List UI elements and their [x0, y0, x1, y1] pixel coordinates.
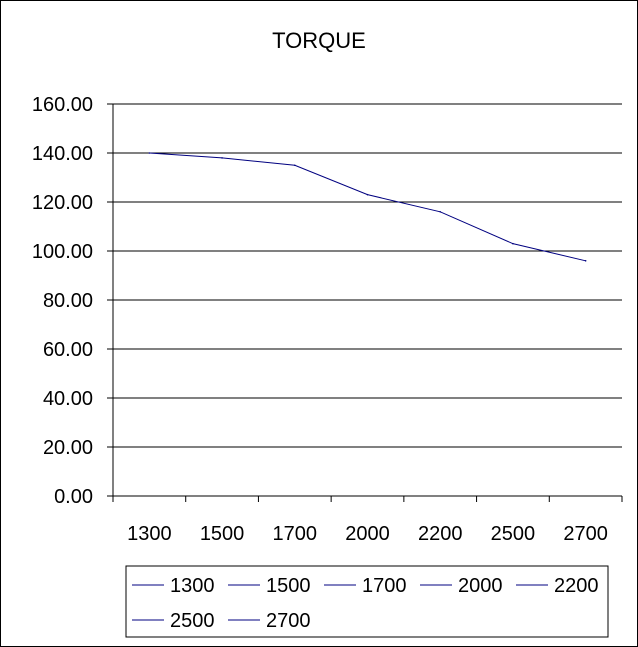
y-tick-label: 0.00 [54, 486, 93, 508]
y-tick-label: 100.00 [32, 241, 93, 263]
y-tick-label: 80.00 [43, 290, 93, 312]
data-point [584, 260, 587, 262]
y-axis-tick-labels: 0.00 20.00 40.00 60.00 80.00 100.00 120.00 140.… [32, 94, 93, 508]
legend-label: 2000 [458, 575, 503, 597]
legend-label: 1300 [170, 575, 215, 597]
x-tick-label: 1700 [273, 523, 318, 545]
y-tick-label: 60.00 [43, 339, 93, 361]
y-tick-label: 40.00 [43, 388, 93, 410]
x-axis-tick-labels: 1300 1500 1700 2000 2200 2500 2700 [127, 523, 608, 545]
y-tick-label: 120.00 [32, 192, 93, 214]
y-tick-label: 20.00 [43, 437, 93, 459]
data-point [512, 242, 514, 245]
gridlines [113, 103, 622, 448]
legend-box [125, 565, 609, 638]
x-tick-label: 2700 [563, 523, 608, 545]
data-point [221, 157, 223, 159]
y-tick-label: 140.00 [32, 143, 93, 165]
legend-label: 2700 [266, 610, 311, 632]
x-tick-label: 2000 [345, 523, 390, 545]
data-point [293, 164, 296, 167]
x-tick-label: 1500 [200, 523, 245, 545]
legend-label: 2500 [170, 610, 215, 632]
legend: 1300 1500 1700 2000 2200 2500 2700 [125, 565, 609, 638]
x-tick-label: 2200 [418, 523, 463, 545]
x-tick-label: 2500 [491, 523, 536, 545]
chart-title: TORQUE [272, 28, 366, 53]
x-tick-label: 1300 [127, 523, 172, 545]
legend-label: 2200 [554, 575, 599, 597]
data-point [366, 193, 369, 196]
data-point [148, 152, 151, 154]
legend-label: 1500 [266, 575, 311, 597]
legend-label: 1700 [362, 575, 407, 597]
series-layer [148, 152, 587, 262]
series-line [149, 152, 586, 262]
axes [107, 103, 623, 502]
y-tick-label: 160.00 [32, 94, 93, 116]
data-point [439, 211, 442, 213]
